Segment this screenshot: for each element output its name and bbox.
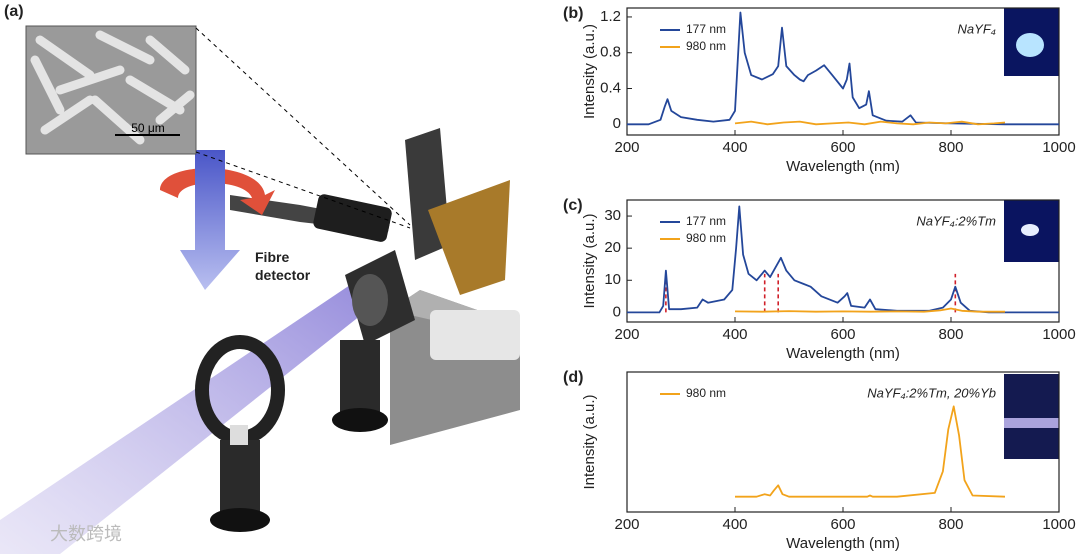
nanorods <box>30 30 195 145</box>
x-tick-label: 800 <box>938 516 963 533</box>
post-base <box>210 508 270 532</box>
legend-label: 980 nm <box>686 39 726 53</box>
y-tick-label: 0.8 <box>600 44 621 61</box>
tilt-arrow <box>180 150 240 290</box>
panel-label: (d) <box>563 369 583 386</box>
series-line <box>627 205 1059 314</box>
x-axis-label: Wavelength (nm) <box>786 158 900 175</box>
x-tick-label: 600 <box>830 516 855 533</box>
y-tick-label: 0 <box>613 303 621 320</box>
photo-glow <box>1016 33 1044 57</box>
legend-label: 980 nm <box>686 231 726 245</box>
x-tick-label: 600 <box>830 326 855 343</box>
setup-illustration: (a) 50 μm Fibre detector 大数跨境 <box>0 3 520 554</box>
y-axis-label: Intensity (a.u.) <box>581 394 598 489</box>
x-tick-label: 1000 <box>1042 139 1075 156</box>
panel-label: (a) <box>4 3 24 20</box>
x-axis-label: Wavelength (nm) <box>786 345 900 362</box>
annotation: NaYF₄:2%Tm <box>916 213 996 228</box>
x-tick-label: 1000 <box>1042 326 1075 343</box>
photo-glow <box>1004 418 1059 428</box>
x-axis-label: Wavelength (nm) <box>786 535 900 552</box>
detector <box>313 194 392 242</box>
photo-glow <box>1021 224 1039 236</box>
x-tick-label: 400 <box>722 139 747 156</box>
y-tick-label: 0 <box>613 115 621 132</box>
sample-plate <box>428 180 510 295</box>
leader-line <box>195 27 411 226</box>
y-tick-label: 30 <box>604 207 621 224</box>
leader-line <box>195 151 411 229</box>
y-axis-label: Intensity (a.u.) <box>581 24 598 119</box>
legend-label: 177 nm <box>686 22 726 36</box>
annotation: Fibre detector <box>255 249 311 283</box>
y-tick-label: 1.2 <box>600 8 621 25</box>
series-line <box>735 405 1006 498</box>
panel-label: (b) <box>563 5 583 22</box>
annotation: NaYF₄:2%Tm, 20%Yb <box>867 385 996 400</box>
y-tick-label: 20 <box>604 239 621 256</box>
x-tick-label: 600 <box>830 139 855 156</box>
watermark: 大数跨境 <box>50 524 122 545</box>
post-base <box>332 408 388 432</box>
panel-label: (c) <box>563 197 583 214</box>
x-tick-label: 400 <box>722 516 747 533</box>
y-tick-label: 0.4 <box>600 79 621 96</box>
photo <box>1004 374 1059 459</box>
light-beam <box>0 285 380 554</box>
x-tick-label: 800 <box>938 139 963 156</box>
scale-bar-label: 50 μm <box>131 121 165 135</box>
x-tick-label: 200 <box>614 139 639 156</box>
annotation-box: Fibre detector <box>255 249 311 283</box>
x-tick-label: 1000 <box>1042 516 1075 533</box>
clamp <box>430 310 520 360</box>
annotation: NaYF₄ <box>958 21 996 36</box>
post <box>220 440 260 520</box>
rotation-arrow <box>160 168 275 215</box>
series-line <box>627 11 1059 126</box>
y-tick-label: 10 <box>604 271 621 288</box>
legend-label: 980 nm <box>686 386 726 400</box>
series-line <box>734 307 1005 313</box>
x-tick-label: 400 <box>722 326 747 343</box>
x-tick-label: 200 <box>614 516 639 533</box>
x-tick-label: 200 <box>614 326 639 343</box>
post <box>340 340 380 420</box>
y-axis-label: Intensity (a.u.) <box>581 213 598 308</box>
x-tick-label: 800 <box>938 326 963 343</box>
lens <box>352 274 388 326</box>
series-line <box>734 120 1006 126</box>
post-rod <box>230 425 248 445</box>
legend-label: 177 nm <box>686 214 726 228</box>
